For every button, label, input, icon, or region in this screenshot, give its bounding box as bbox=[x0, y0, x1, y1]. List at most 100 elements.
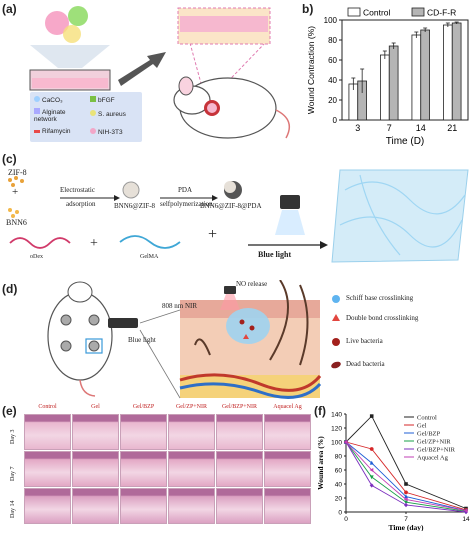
legend-label: Gel/ZP+NIR bbox=[417, 439, 451, 446]
panel-a: (a) CaCO₃ bFGF Alginate network S. aureu… bbox=[0, 0, 300, 145]
plot-frame bbox=[341, 19, 469, 121]
bar-chart: 0 20 40 60 80 100 3 7 14 21 Time (D) Wound Contract… bbox=[306, 8, 469, 147]
odex-chain bbox=[9, 237, 71, 249]
arrow-step2-head bbox=[212, 195, 218, 201]
data-point bbox=[404, 482, 408, 486]
zoom-gel bbox=[180, 16, 268, 32]
panel-d-label: (d) bbox=[2, 282, 18, 296]
legend-rifamycin-label: Rifamycin bbox=[42, 128, 71, 135]
histology-image bbox=[264, 488, 311, 524]
funnel-beam bbox=[30, 45, 110, 68]
panel-e-label: (e) bbox=[2, 404, 17, 418]
data-point bbox=[464, 509, 468, 515]
mouse-top-tail bbox=[79, 379, 96, 397]
series-line bbox=[345, 441, 467, 512]
product1-label: BNN6@ZIF-8 bbox=[114, 202, 156, 210]
rifamycin-icon bbox=[34, 130, 40, 133]
histology-image bbox=[72, 414, 119, 450]
histology-image bbox=[216, 488, 263, 524]
legend-bfgf-label: bFGF bbox=[98, 97, 115, 104]
dead-bacteria-label: Dead bacteria bbox=[346, 360, 385, 368]
no-release-label: NO release bbox=[236, 280, 268, 288]
double-bond-icon bbox=[332, 314, 340, 321]
y-tick-label: 140 bbox=[331, 412, 342, 419]
histology-image bbox=[264, 451, 311, 487]
droplet-yellow bbox=[63, 25, 81, 43]
gel-blob bbox=[226, 308, 270, 344]
zoom-line-top bbox=[139, 309, 181, 324]
legend-nih3t3-label: NIH-3T3 bbox=[98, 129, 123, 136]
arrow-to-hydrogel-head bbox=[320, 241, 328, 249]
hair-1 bbox=[269, 279, 289, 361]
product2-label: BNN6@ZIF-8@PDA bbox=[200, 202, 262, 210]
double-bond-label: Double bond crosslinking bbox=[346, 314, 419, 322]
bfgf-icon bbox=[90, 96, 96, 102]
x-tick-label: 3 bbox=[355, 123, 360, 133]
y-tick-label: 40 bbox=[328, 76, 337, 85]
panel-a-legend: CaCO₃ bFGF Alginate network S. aureus Ri… bbox=[30, 92, 142, 142]
arrow-to-mouse bbox=[118, 52, 166, 86]
bar-cd-f-r bbox=[451, 22, 462, 121]
zif8-dots bbox=[8, 176, 24, 187]
histo-column-label: Gel/ZP+NIR bbox=[175, 404, 208, 410]
bar-cd-f-r bbox=[420, 29, 430, 121]
zoom-line-right bbox=[211, 42, 266, 99]
wound-4 bbox=[88, 340, 100, 352]
hydrogel-fiber-1 bbox=[344, 181, 466, 215]
data-point bbox=[404, 490, 408, 495]
data-point bbox=[369, 475, 374, 480]
data-point bbox=[404, 502, 408, 508]
histology-image bbox=[120, 451, 167, 487]
hydrogel-cube bbox=[331, 169, 469, 263]
lamp-beam bbox=[275, 210, 305, 235]
data-point bbox=[343, 440, 348, 444]
data-point bbox=[369, 483, 374, 488]
series-line bbox=[345, 441, 467, 512]
legend-label: Gel/BZP+NIR bbox=[417, 447, 456, 454]
lamp-icon bbox=[280, 195, 300, 209]
histo-column-label: Gel bbox=[91, 404, 100, 410]
x-tick-label: 7 bbox=[387, 123, 392, 133]
legend-label: Gel bbox=[417, 423, 427, 430]
histology-image bbox=[120, 414, 167, 450]
blue-light-label-d: Blue light bbox=[128, 336, 156, 344]
y-tick-label: 80 bbox=[335, 454, 343, 461]
legend-label: CD-F-R bbox=[427, 8, 456, 18]
schiff-base-icon bbox=[332, 295, 340, 303]
x-tick-label: 0 bbox=[344, 516, 348, 523]
legend-nih3t3: NIH-3T3 bbox=[90, 128, 123, 136]
panel-e: (e) Control Gel Gel/BZP Gel/ZP+NIR Gel/BZP+N… bbox=[0, 402, 312, 531]
panel-d: (d) 808 nm NIR bbox=[0, 279, 474, 400]
nir-lamp-icon bbox=[224, 286, 236, 294]
histology-image bbox=[168, 451, 215, 487]
legend-label: Gel/BZP bbox=[417, 431, 440, 438]
plus-2: + bbox=[90, 236, 98, 251]
dead-bacteria-icon bbox=[331, 361, 341, 369]
data-point bbox=[404, 500, 408, 505]
mouse-top-body bbox=[47, 291, 113, 381]
double-bond-mark bbox=[243, 334, 249, 339]
y-tick-label: 20 bbox=[328, 96, 337, 105]
data-point bbox=[463, 508, 468, 513]
mouse-ear bbox=[178, 76, 194, 96]
histo-row-label: Day 3 bbox=[10, 429, 16, 445]
y-tick-label: 80 bbox=[328, 36, 337, 45]
legend-saureus: S. aureus bbox=[90, 110, 126, 118]
bnn6-zif8-particle bbox=[122, 181, 140, 199]
gelma-label: GelMA bbox=[140, 254, 159, 260]
legend-rifamycin: Rifamycin bbox=[34, 128, 71, 135]
legend-alginate: Alginate network bbox=[34, 108, 89, 123]
x-axis-label: Time (day) bbox=[388, 523, 424, 531]
line-chart: 0 20 40 60 80 100 120 140 0 7 14 Time (day) Wound ar… bbox=[316, 412, 470, 533]
bnn6-dots bbox=[8, 208, 19, 218]
nih3t3-icon bbox=[90, 128, 96, 134]
y-tick-label: 60 bbox=[328, 56, 337, 65]
mouse-top-head bbox=[67, 281, 93, 303]
bacteria-dot-2 bbox=[249, 325, 255, 331]
gel-layer bbox=[32, 78, 108, 88]
histo-row-label: Day 7 bbox=[10, 466, 16, 482]
y-tick-label: 0 bbox=[333, 116, 338, 125]
wound-3 bbox=[60, 340, 72, 352]
data-point bbox=[369, 447, 374, 451]
wound-1 bbox=[60, 314, 72, 326]
